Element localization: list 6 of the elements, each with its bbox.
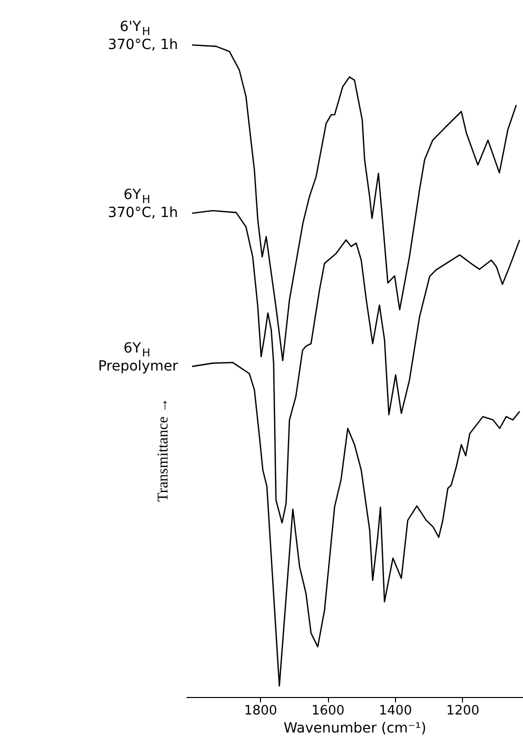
y-axis-title: Transmittance → <box>156 398 172 502</box>
x-tick-label: 1200 <box>446 704 480 718</box>
x-axis-title: Wavenumber (cm⁻¹) <box>284 720 426 736</box>
x-tick-label: 1400 <box>378 704 412 718</box>
x-tick-label: 1600 <box>311 704 345 718</box>
x-tick-label: 1800 <box>244 704 278 718</box>
